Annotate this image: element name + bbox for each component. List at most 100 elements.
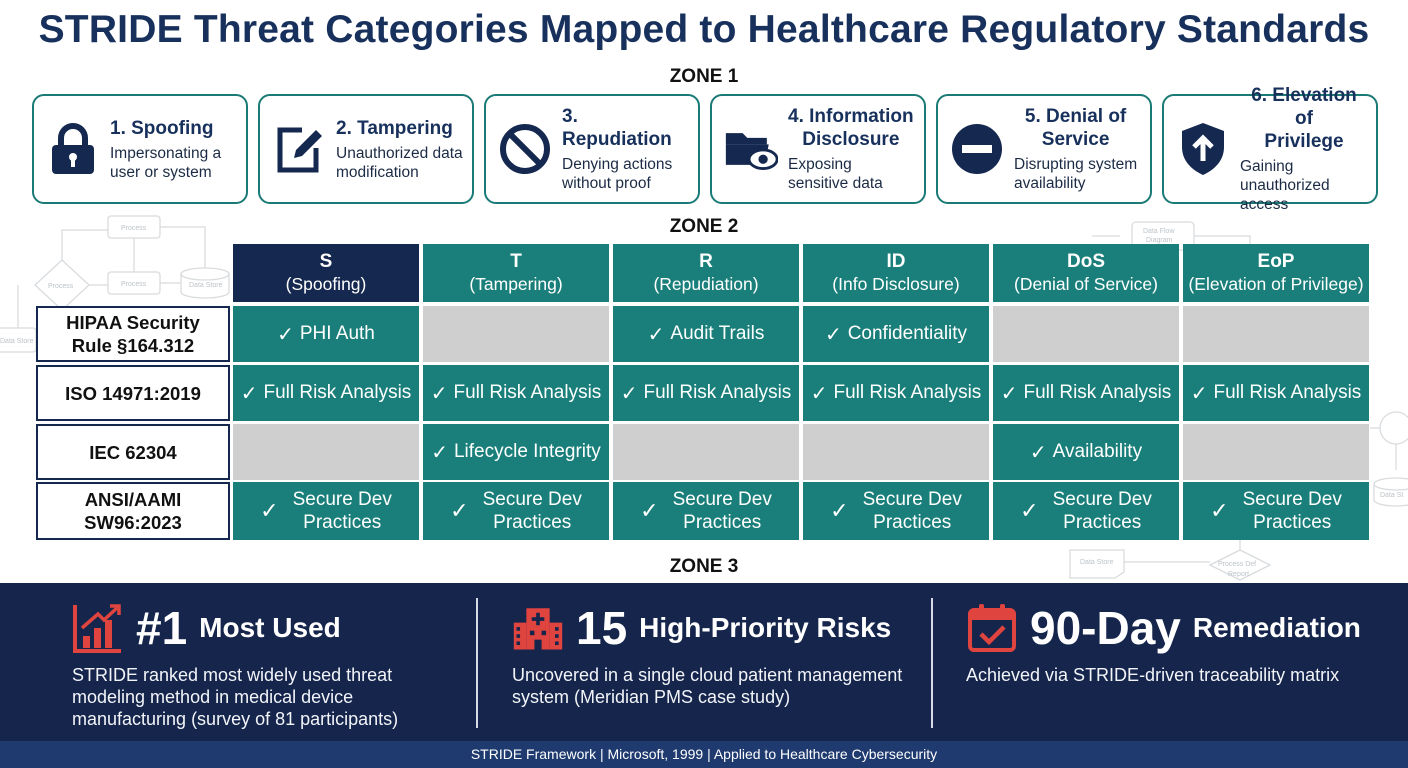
zone-2-label: ZONE 2 [669, 216, 739, 237]
stat-desc: system (Meridian PMS case study) [512, 687, 791, 707]
stat-label: Most Used [199, 612, 341, 643]
cell-text: Full Risk Analysis [1023, 382, 1172, 403]
check-icon: ✓ [1210, 498, 1229, 523]
zone-1-label: ZONE 1 [669, 66, 739, 87]
column-header-id: ID (Info Disclosure) [803, 244, 989, 302]
footer-credit: STRIDE Framework | Microsoft, 1999 | App… [0, 741, 1408, 768]
cell-text: Full Risk Analysis [833, 382, 982, 403]
bg-label: Data St [1380, 492, 1403, 499]
cell-text: Practices [683, 512, 762, 533]
card-desc: modification [336, 163, 419, 181]
card-desc: Disrupting system [1014, 156, 1138, 173]
matrix-cell: ✓ Full Risk Analysis [993, 365, 1179, 421]
hospital-icon [513, 608, 563, 650]
card-title: 2. Tampering [336, 117, 453, 139]
column-header-dos: DoS (Denial of Service) [993, 244, 1179, 302]
cell-text: Confidentiality [847, 323, 968, 344]
cell-text: Full Risk Analysis [453, 382, 602, 403]
stat-most-used: #1 Most Used STRIDE ranked most widely u… [72, 600, 398, 730]
matrix-cell: ✓ Secure Dev Practices [423, 482, 609, 540]
page-title: STRIDE Threat Categories Mapped to Healt… [38, 8, 1370, 51]
cell-text: Practices [493, 512, 572, 533]
card-spoofing[interactable]: 1. Spoofing Impersonating a user or syst… [32, 94, 248, 204]
matrix-cell: ✓ Confidentiality [803, 306, 989, 362]
stat-desc: manufacturing (survey of 81 participants… [72, 709, 399, 729]
check-icon: ✓ [1029, 441, 1047, 464]
matrix-cell-empty [423, 306, 609, 362]
column-header-r: R (Repudiation) [613, 244, 799, 302]
matrix-cell: ✓ Secure Dev Practices [993, 482, 1179, 540]
zone-3-label: ZONE 3 [669, 556, 739, 577]
cell-text: Secure Dev [1052, 489, 1152, 510]
row-label-iso-14971: ISO 14971:2019 [36, 365, 230, 421]
stat-divider [476, 598, 478, 728]
card-desc: sensitive data [788, 175, 883, 192]
matrix-cell: ✓ Full Risk Analysis [613, 365, 799, 421]
column-key: S [319, 251, 333, 272]
matrix-cell: ✓ Full Risk Analysis [233, 365, 419, 421]
check-icon: ✓ [810, 382, 828, 405]
calendar-check-icon [968, 604, 1016, 652]
cell-text: Full Risk Analysis [263, 382, 412, 403]
column-key: T [510, 251, 522, 272]
stat-divider [931, 598, 933, 728]
column-header-eop: EoP (Elevation of Privilege) [1183, 244, 1369, 302]
matrix-cell-empty [613, 424, 799, 480]
column-key: ID [886, 251, 906, 272]
card-desc: Gaining [1240, 158, 1294, 175]
matrix-cell: ✓ PHI Auth [233, 306, 419, 362]
shield-arrow-icon [1176, 122, 1230, 176]
bg-label: Data Store [0, 338, 34, 345]
column-name: (Denial of Service) [1014, 274, 1158, 294]
column-name: (Info Disclosure) [832, 274, 960, 294]
row-label-ansi-aami: ANSI/AAMI SW96:2023 [36, 482, 230, 540]
row-label-hipaa: HIPAA Security Rule §164.312 [36, 306, 230, 362]
column-name: (Elevation of Privilege) [1188, 274, 1364, 294]
row-label-text: IEC 62304 [89, 441, 177, 463]
matrix-cell-empty [1183, 306, 1369, 362]
card-tampering[interactable]: 2. Tampering Unauthorized data modificat… [258, 94, 474, 204]
card-elevation-of-privilege[interactable]: 6. Elevation of Privilege Gaining unauth… [1162, 85, 1378, 213]
card-title: 4. Information [788, 106, 914, 127]
lock-icon [46, 122, 100, 176]
minus-circle-icon [950, 122, 1004, 176]
folder-eye-icon [724, 122, 778, 176]
card-desc: Denying actions [562, 156, 673, 173]
matrix-cell: ✓ Availability [993, 424, 1179, 480]
matrix-cell-empty [233, 424, 419, 480]
cell-text: Practices [303, 512, 382, 533]
matrix-cell: ✓ Secure Dev Practices [803, 482, 989, 540]
matrix-cell: ✓ Secure Dev Practices [613, 482, 799, 540]
column-key: DoS [1067, 251, 1105, 272]
check-icon: ✓ [430, 382, 448, 405]
column-key: R [699, 251, 713, 272]
bg-label: Process [121, 281, 147, 288]
card-information-disclosure[interactable]: 4. Information Disclosure Exposing sensi… [710, 94, 926, 204]
stat-desc: Achieved via STRIDE-driven traceability … [966, 665, 1340, 685]
stat-high-priority-risks: 15 High-Priority Risks Uncovered in a si… [512, 600, 902, 708]
bg-label: Data Store [189, 282, 223, 289]
cell-text: Practices [873, 512, 952, 533]
matrix-cell-empty [803, 424, 989, 480]
check-icon: ✓ [830, 498, 849, 523]
card-denial-of-service[interactable]: 5. Denial of Service Disrupting system a… [936, 94, 1152, 204]
check-icon: ✓ [450, 498, 469, 523]
card-desc: availability [1014, 175, 1086, 192]
card-desc: unauthorized access [1240, 177, 1330, 213]
row-label-text: ANSI/AAMI [84, 489, 182, 510]
cell-text: Secure Dev [862, 489, 962, 510]
matrix-cell: ✓ Secure Dev Practices [1183, 482, 1369, 540]
card-title: Disclosure [802, 129, 900, 150]
bg-label: Diagram [1146, 237, 1173, 244]
column-name: (Repudiation) [653, 274, 759, 294]
check-icon: ✓ [824, 323, 842, 346]
cell-text: Practices [1063, 512, 1142, 533]
check-icon: ✓ [1020, 498, 1039, 523]
card-repudiation[interactable]: 3. Repudiation Denying actions without p… [484, 94, 700, 204]
cell-text: Full Risk Analysis [1213, 382, 1362, 403]
card-desc: without proof [562, 175, 651, 192]
stat-number: #1 [136, 602, 188, 654]
cell-text: Full Risk Analysis [643, 382, 792, 403]
stat-number: 90-Day [1030, 602, 1181, 654]
check-icon: ✓ [1000, 382, 1018, 405]
